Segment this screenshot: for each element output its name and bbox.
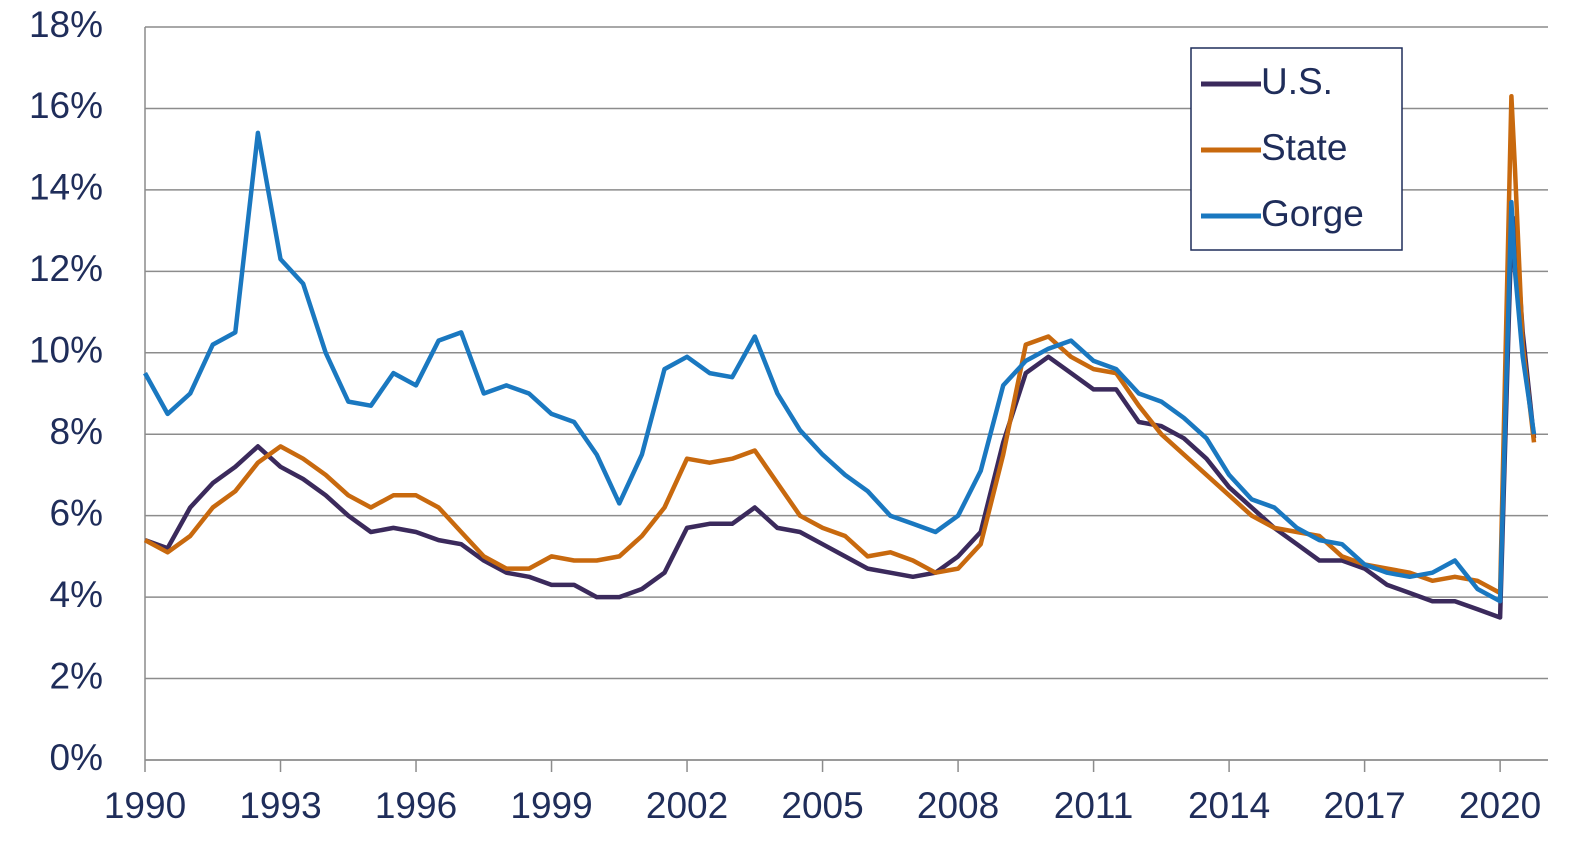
x-tick-label: 1996 [375, 785, 457, 826]
x-tick-label: 1990 [104, 785, 186, 826]
series-line [144, 216, 1537, 620]
x-tick-label: 1993 [239, 785, 321, 826]
series-line [143, 93, 1537, 596]
x-tick-label: 2020 [1459, 785, 1541, 826]
y-tick-label: 2% [50, 655, 103, 696]
y-tick-label: 16% [29, 85, 103, 126]
x-tick-label: 2005 [781, 785, 863, 826]
y-tick-label: 4% [50, 574, 103, 615]
y-tick-label: 6% [50, 492, 103, 533]
y-tick-label: 8% [50, 411, 103, 452]
y-tick-label: 0% [50, 737, 103, 778]
x-tick-label: 2008 [917, 785, 999, 826]
x-tick-label: 2002 [646, 785, 728, 826]
series-line [143, 130, 1537, 604]
y-tick-label: 12% [29, 248, 103, 289]
y-tick-label: 14% [29, 167, 103, 208]
x-tick-label: 2014 [1188, 785, 1270, 826]
y-tick-label: 10% [29, 330, 103, 371]
y-tick-label: 18% [29, 4, 103, 45]
legend-label: Gorge [1261, 193, 1364, 234]
x-tick-label: 1999 [510, 785, 592, 826]
x-tick-label: 2017 [1323, 785, 1405, 826]
legend-label: U.S. [1261, 61, 1333, 102]
legend-label: State [1261, 127, 1347, 168]
x-tick-label: 2011 [1054, 785, 1134, 826]
